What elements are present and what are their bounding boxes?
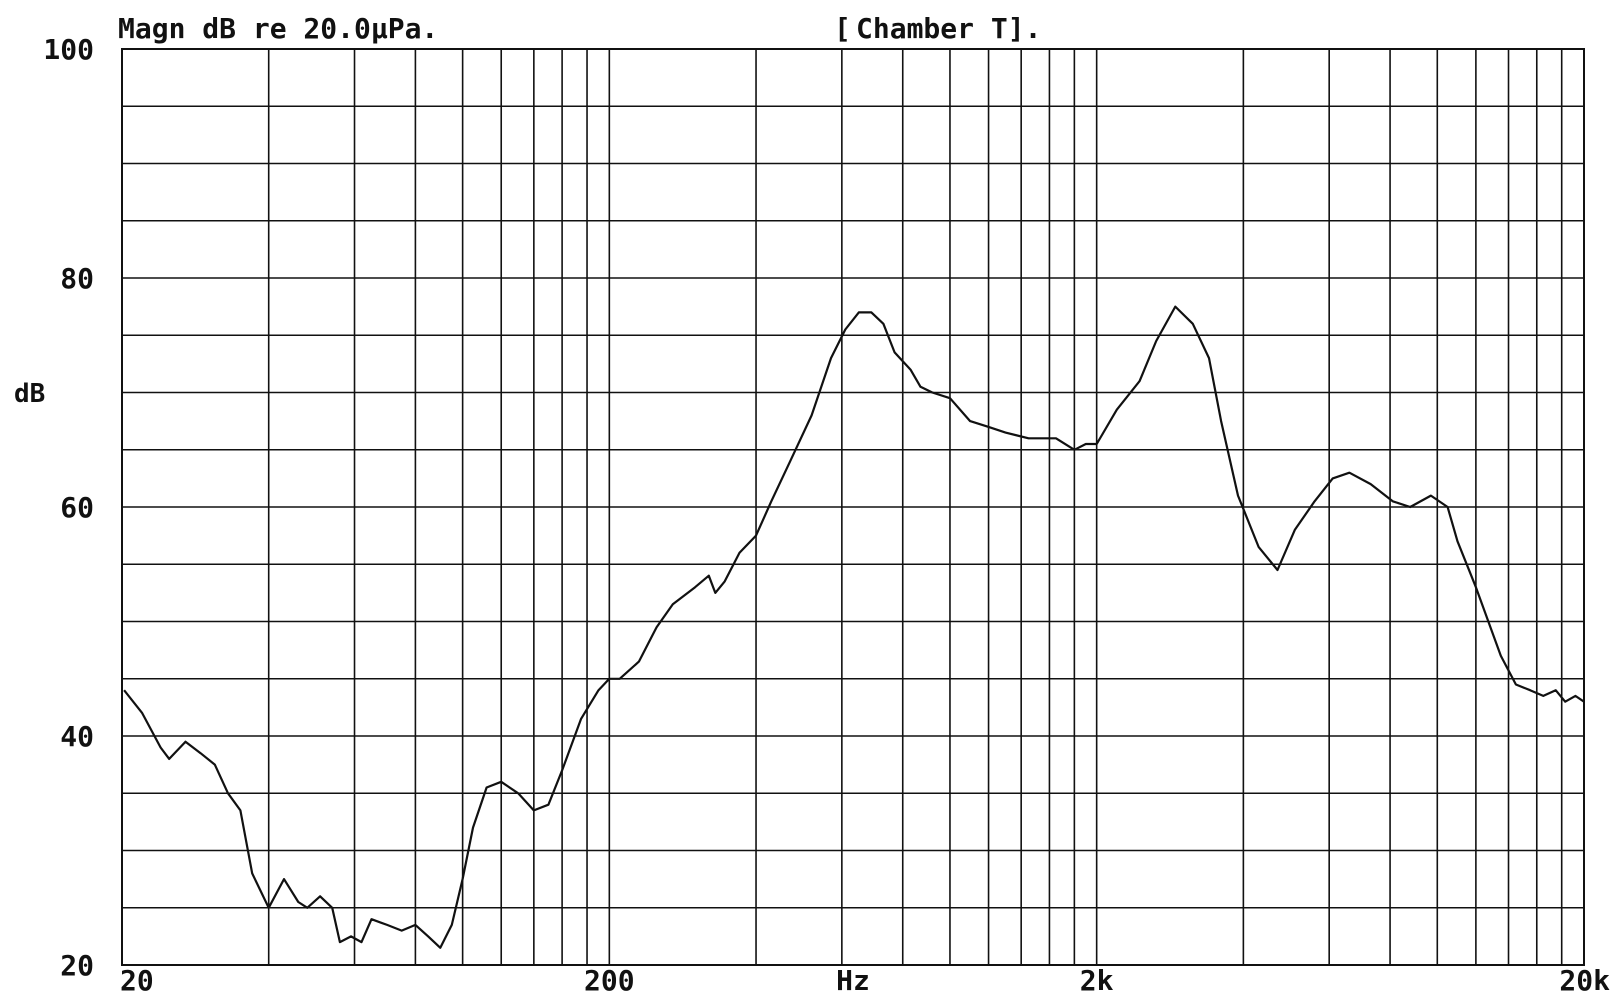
- y-axis-label: dB: [14, 379, 45, 409]
- x-tick-label: 200: [584, 964, 635, 996]
- x-tick-label: 2k: [1080, 964, 1114, 996]
- x-axis-label: Hz: [836, 964, 870, 996]
- chart-subtitle-bracket: [: [834, 12, 851, 45]
- x-tick-label: 20k: [1559, 964, 1610, 996]
- plot-frame: [121, 48, 1585, 966]
- x-tick-label: 20: [120, 964, 154, 996]
- y-tick-label: 80: [60, 262, 94, 295]
- y-tick-label: 20: [60, 949, 94, 982]
- chart-subtitle: Chamber T].: [856, 12, 1041, 45]
- series-layer: [123, 305, 1585, 949]
- chart-title: Magn dB re 20.0µPa.: [118, 12, 438, 45]
- y-tick-label: 60: [60, 491, 94, 524]
- y-tick-label: 100: [43, 33, 94, 66]
- x-tick-labels: 20 200 2k 20k: [120, 964, 1610, 996]
- y-tick-labels: 100 80 60 40 20: [43, 33, 94, 982]
- y-tick-label: 40: [60, 720, 94, 753]
- series-line: [123, 305, 1585, 949]
- grid: [122, 49, 1584, 965]
